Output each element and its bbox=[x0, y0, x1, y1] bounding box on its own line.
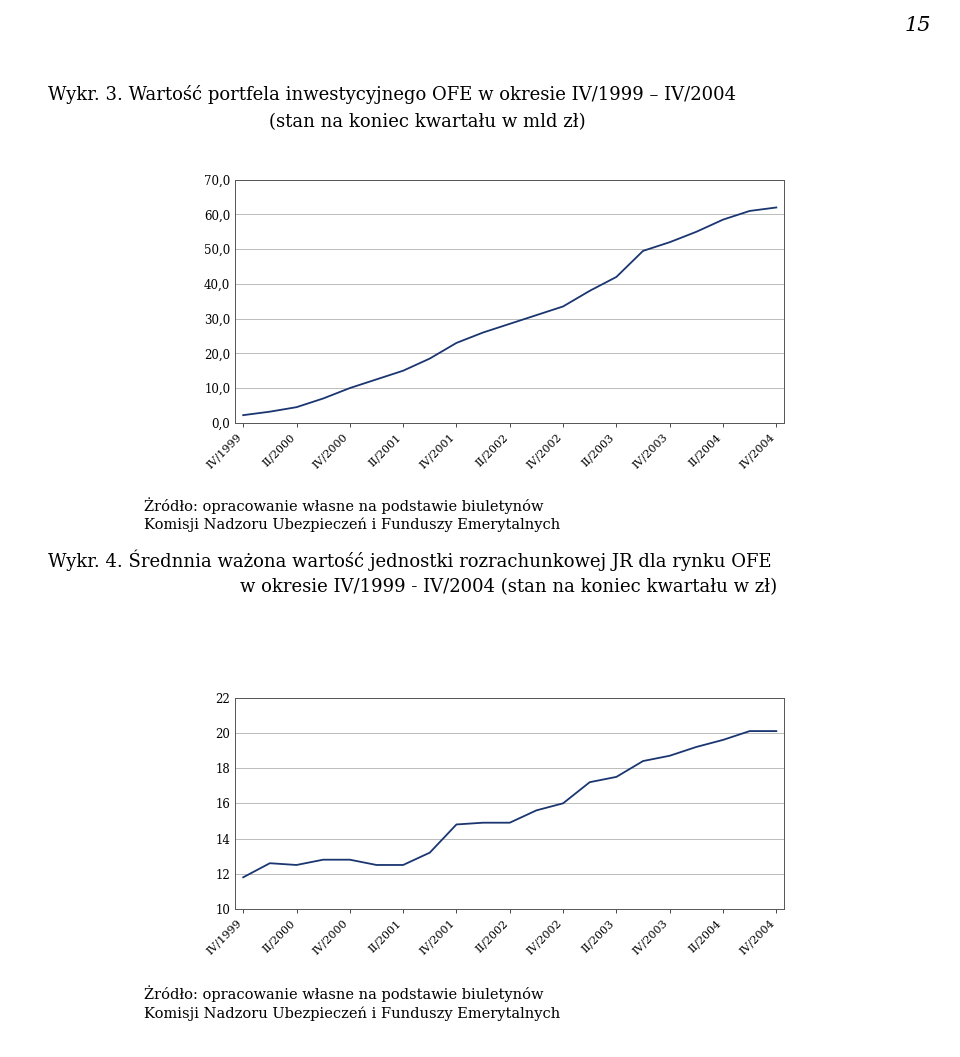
Text: Żródło: opracowanie własne na podstawie biuletynów: Żródło: opracowanie własne na podstawie … bbox=[144, 985, 543, 1002]
Text: Żródło: opracowanie własne na podstawie biuletynów: Żródło: opracowanie własne na podstawie … bbox=[144, 497, 543, 514]
Text: 15: 15 bbox=[904, 16, 931, 35]
Text: (stan na koniec kwartału w mld zł): (stan na koniec kwartału w mld zł) bbox=[269, 113, 586, 131]
Text: Komisji Nadzoru Ubezpieczeń i Funduszy Emerytalnych: Komisji Nadzoru Ubezpieczeń i Funduszy E… bbox=[144, 1006, 561, 1021]
Text: Komisji Nadzoru Ubezpieczeń i Funduszy Emerytalnych: Komisji Nadzoru Ubezpieczeń i Funduszy E… bbox=[144, 518, 561, 533]
Text: Wykr. 4. Średnnia ważona wartość jednostki rozrachunkowej JR dla rynku OFE: Wykr. 4. Średnnia ważona wartość jednost… bbox=[48, 550, 772, 571]
Text: w okresie IV/1999 - IV/2004 (stan na koniec kwartału w zł): w okresie IV/1999 - IV/2004 (stan na kon… bbox=[240, 578, 778, 596]
Text: Wykr. 3. Wartość portfela inwestycyjnego OFE w okresie IV/1999 – IV/2004: Wykr. 3. Wartość portfela inwestycyjnego… bbox=[48, 85, 736, 104]
